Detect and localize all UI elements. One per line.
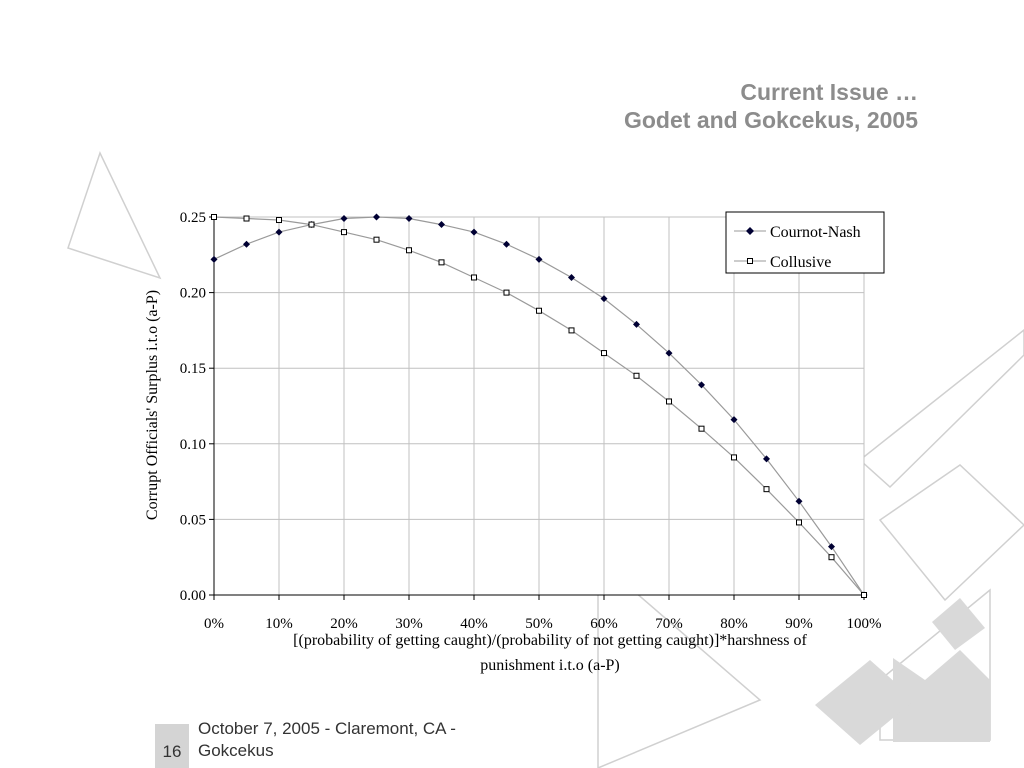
data-point-collusive <box>471 274 477 281</box>
data-point-collusive <box>243 215 250 222</box>
y-tick-label: 0.10 <box>180 437 206 453</box>
data-point-cournot <box>535 255 543 263</box>
x-tick-label: 0% <box>204 616 224 632</box>
data-point-collusive <box>666 398 672 405</box>
data-point-cournot <box>275 228 283 236</box>
y-tick-label: 0.15 <box>180 361 206 377</box>
data-point-cournot <box>698 381 705 389</box>
data-point-cournot <box>243 240 250 248</box>
data-point-collusive <box>211 214 217 220</box>
legend: Cournot-Nash Collusive <box>725 211 885 274</box>
data-point-collusive <box>731 454 737 461</box>
data-point-collusive <box>536 307 542 314</box>
slide-title-line1: Current Issue … <box>740 79 918 105</box>
deco-diamond-outline <box>878 464 1024 602</box>
x-tick-label: 50% <box>525 616 553 632</box>
data-point-cournot <box>405 215 413 223</box>
x-tick-label: 30% <box>395 616 423 632</box>
x-tick-label: 90% <box>785 616 813 632</box>
data-point-cournot <box>503 240 510 248</box>
data-point-collusive <box>373 236 380 243</box>
data-point-collusive <box>828 554 835 561</box>
data-point-collusive <box>276 217 282 224</box>
data-point-cournot <box>730 416 738 424</box>
legend-marker-collusive <box>747 258 753 264</box>
data-point-collusive <box>341 229 347 236</box>
data-point-collusive <box>568 327 575 334</box>
data-point-cournot <box>210 255 218 263</box>
data-point-cournot <box>373 213 380 221</box>
data-point-collusive <box>633 372 640 379</box>
data-point-collusive <box>861 592 867 598</box>
x-tick-label: 10% <box>265 616 293 632</box>
data-point-cournot <box>795 497 803 505</box>
data-point-cournot <box>828 543 835 551</box>
slide-number: 16 <box>155 724 189 768</box>
deco-diamond-solid <box>815 660 915 745</box>
data-point-collusive <box>796 519 802 526</box>
deco-stripe <box>858 329 1024 489</box>
data-point-cournot <box>763 455 770 463</box>
y-tick-label: 0.20 <box>180 286 206 302</box>
x-tick-label: 100% <box>847 616 882 632</box>
y-tick-label: 0.05 <box>180 512 206 528</box>
x-axis-label: [(probability of getting caught)/(probab… <box>293 632 807 674</box>
data-point-collusive <box>406 247 412 254</box>
y-tick-label: 0.00 <box>180 588 206 604</box>
legend-label-cournot: Cournot-Nash <box>770 224 861 241</box>
data-point-collusive <box>308 221 315 228</box>
y-tick-label: 0.25 <box>180 210 206 226</box>
footer-text: October 7, 2005 - Claremont, CA - Gokcek… <box>198 719 456 760</box>
legend-marker-cournot <box>746 227 754 235</box>
data-point-cournot <box>600 295 608 303</box>
x-tick-label: 70% <box>655 616 683 632</box>
data-point-collusive <box>601 350 607 357</box>
data-point-cournot <box>665 349 673 357</box>
data-point-cournot <box>470 228 478 236</box>
x-tick-labels: 0% 10% 20% 30% 40% 50% 60% 70% 80% 90% 100% <box>204 616 882 632</box>
x-tick-label: 80% <box>720 616 748 632</box>
data-point-cournot <box>340 215 348 223</box>
data-point-cournot <box>633 320 640 328</box>
data-point-collusive <box>698 425 705 432</box>
data-point-cournot <box>438 221 445 229</box>
data-point-cournot <box>568 273 575 281</box>
data-point-collusive <box>763 486 770 493</box>
x-tick-label: 20% <box>330 616 358 632</box>
chart-axes <box>209 216 865 600</box>
deco-small-diamond <box>932 598 985 650</box>
data-point-collusive <box>503 289 510 296</box>
y-axis-label: Corrupt Officials' Surplus i.t.o (a-P) <box>144 290 161 520</box>
x-tick-label: 60% <box>590 616 618 632</box>
deco-solid-block <box>893 650 990 742</box>
data-point-collusive <box>438 259 445 266</box>
deco-triangle-left <box>67 151 162 280</box>
y-tick-labels: 0.00 0.05 0.10 0.15 0.20 0.25 <box>180 210 206 604</box>
x-tick-label: 40% <box>460 616 488 632</box>
deco-triangle-bottom <box>597 558 762 768</box>
slide-title-line2: Godet and Gokcekus, 2005 <box>623 107 918 133</box>
chart-series <box>210 213 868 599</box>
legend-label-collusive: Collusive <box>770 254 831 271</box>
